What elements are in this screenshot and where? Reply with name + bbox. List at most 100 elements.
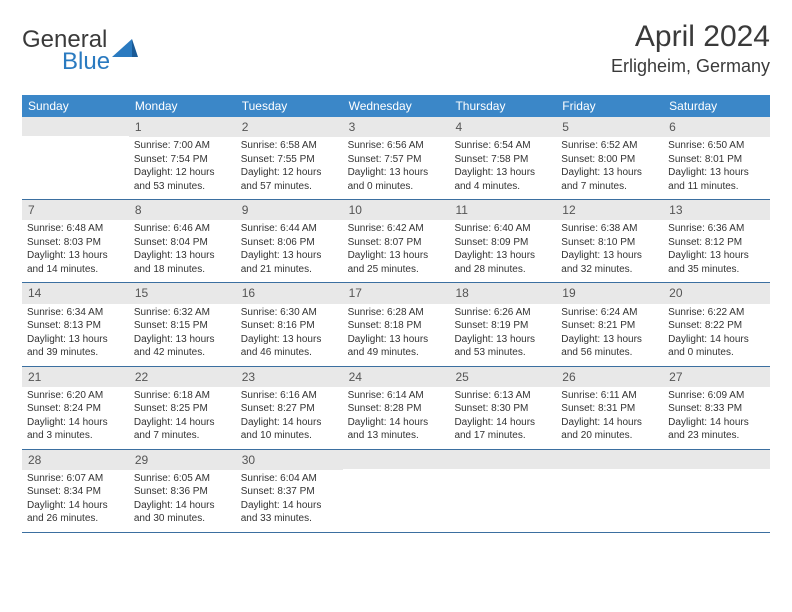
brand-word-2: Blue xyxy=(62,48,110,76)
day-line: and 32 minutes. xyxy=(561,263,658,277)
day-cell: 3Sunrise: 6:56 AMSunset: 7:57 PMDaylight… xyxy=(343,117,450,199)
day-line: Sunrise: 6:07 AM xyxy=(27,472,124,486)
day-cell: 17Sunrise: 6:28 AMSunset: 8:18 PMDayligh… xyxy=(343,283,450,365)
day-number: 14 xyxy=(22,283,129,303)
day-line: Sunrise: 6:52 AM xyxy=(561,139,658,153)
day-line: Daylight: 12 hours xyxy=(241,166,338,180)
day-line: Daylight: 13 hours xyxy=(561,166,658,180)
day-line: Sunset: 8:09 PM xyxy=(454,236,551,250)
day-number: 23 xyxy=(236,367,343,387)
day-line: Daylight: 13 hours xyxy=(134,333,231,347)
day-line: Sunrise: 7:00 AM xyxy=(134,139,231,153)
day-body xyxy=(449,469,556,477)
day-line: and 28 minutes. xyxy=(454,263,551,277)
day-cell: 12Sunrise: 6:38 AMSunset: 8:10 PMDayligh… xyxy=(556,200,663,282)
day-body: Sunrise: 6:40 AMSunset: 8:09 PMDaylight:… xyxy=(449,220,556,282)
day-line: and 13 minutes. xyxy=(348,429,445,443)
day-line: and 11 minutes. xyxy=(668,180,765,194)
day-line: Daylight: 13 hours xyxy=(241,249,338,263)
day-line: Sunrise: 6:30 AM xyxy=(241,306,338,320)
day-line: and 23 minutes. xyxy=(668,429,765,443)
day-line: Sunrise: 6:05 AM xyxy=(134,472,231,486)
day-body xyxy=(663,469,770,477)
day-body: Sunrise: 6:32 AMSunset: 8:15 PMDaylight:… xyxy=(129,304,236,366)
calendar-page: GeneralBlue April 2024 Erligheim, German… xyxy=(0,0,792,543)
day-line: and 18 minutes. xyxy=(134,263,231,277)
brand-triangle-icon xyxy=(112,39,138,64)
day-line: Sunset: 8:00 PM xyxy=(561,153,658,167)
day-body: Sunrise: 6:11 AMSunset: 8:31 PMDaylight:… xyxy=(556,387,663,449)
brand-logo: GeneralBlue xyxy=(22,26,138,76)
day-line: and 10 minutes. xyxy=(241,429,338,443)
day-line: Daylight: 13 hours xyxy=(241,333,338,347)
day-line: Daylight: 14 hours xyxy=(27,416,124,430)
day-line: and 17 minutes. xyxy=(454,429,551,443)
day-cell xyxy=(343,450,450,532)
day-line: Sunset: 8:30 PM xyxy=(454,402,551,416)
day-cell: 27Sunrise: 6:09 AMSunset: 8:33 PMDayligh… xyxy=(663,367,770,449)
day-cell: 2Sunrise: 6:58 AMSunset: 7:55 PMDaylight… xyxy=(236,117,343,199)
week-row: 14Sunrise: 6:34 AMSunset: 8:13 PMDayligh… xyxy=(22,283,770,366)
day-cell xyxy=(663,450,770,532)
day-cell: 5Sunrise: 6:52 AMSunset: 8:00 PMDaylight… xyxy=(556,117,663,199)
day-number: 16 xyxy=(236,283,343,303)
day-line: and 0 minutes. xyxy=(668,346,765,360)
day-line: Daylight: 13 hours xyxy=(134,249,231,263)
day-line: Sunrise: 6:24 AM xyxy=(561,306,658,320)
day-line: and 26 minutes. xyxy=(27,512,124,526)
weekday-header: Monday xyxy=(129,95,236,117)
day-number: 17 xyxy=(343,283,450,303)
day-cell: 25Sunrise: 6:13 AMSunset: 8:30 PMDayligh… xyxy=(449,367,556,449)
day-line: and 57 minutes. xyxy=(241,180,338,194)
day-line: Sunset: 8:21 PM xyxy=(561,319,658,333)
day-cell xyxy=(22,117,129,199)
day-body: Sunrise: 6:26 AMSunset: 8:19 PMDaylight:… xyxy=(449,304,556,366)
day-line: Daylight: 14 hours xyxy=(27,499,124,513)
day-line: and 53 minutes. xyxy=(454,346,551,360)
day-number: 6 xyxy=(663,117,770,137)
brand-text: GeneralBlue xyxy=(22,26,110,76)
day-cell: 14Sunrise: 6:34 AMSunset: 8:13 PMDayligh… xyxy=(22,283,129,365)
day-line: and 7 minutes. xyxy=(134,429,231,443)
day-body: Sunrise: 6:52 AMSunset: 8:00 PMDaylight:… xyxy=(556,137,663,199)
day-line: Sunrise: 6:40 AM xyxy=(454,222,551,236)
day-cell: 6Sunrise: 6:50 AMSunset: 8:01 PMDaylight… xyxy=(663,117,770,199)
month-title: April 2024 xyxy=(611,20,770,54)
day-line: Sunset: 8:06 PM xyxy=(241,236,338,250)
day-line: and 46 minutes. xyxy=(241,346,338,360)
day-line: and 25 minutes. xyxy=(348,263,445,277)
day-line: Sunrise: 6:42 AM xyxy=(348,222,445,236)
day-body: Sunrise: 6:48 AMSunset: 8:03 PMDaylight:… xyxy=(22,220,129,282)
day-line: Daylight: 13 hours xyxy=(348,249,445,263)
day-number: 26 xyxy=(556,367,663,387)
day-number xyxy=(449,450,556,469)
location-label: Erligheim, Germany xyxy=(611,56,770,77)
weekday-header-row: Sunday Monday Tuesday Wednesday Thursday… xyxy=(22,95,770,117)
day-number: 18 xyxy=(449,283,556,303)
day-number xyxy=(22,117,129,136)
day-number: 21 xyxy=(22,367,129,387)
day-number: 5 xyxy=(556,117,663,137)
day-body: Sunrise: 6:18 AMSunset: 8:25 PMDaylight:… xyxy=(129,387,236,449)
day-number: 2 xyxy=(236,117,343,137)
weekday-header: Tuesday xyxy=(236,95,343,117)
day-body: Sunrise: 6:58 AMSunset: 7:55 PMDaylight:… xyxy=(236,137,343,199)
day-body: Sunrise: 6:05 AMSunset: 8:36 PMDaylight:… xyxy=(129,470,236,532)
day-line: Daylight: 14 hours xyxy=(134,416,231,430)
day-line: and 35 minutes. xyxy=(668,263,765,277)
day-line: Sunset: 8:18 PM xyxy=(348,319,445,333)
day-cell: 20Sunrise: 6:22 AMSunset: 8:22 PMDayligh… xyxy=(663,283,770,365)
day-cell: 30Sunrise: 6:04 AMSunset: 8:37 PMDayligh… xyxy=(236,450,343,532)
day-line: Sunrise: 6:11 AM xyxy=(561,389,658,403)
day-line: Sunset: 8:10 PM xyxy=(561,236,658,250)
day-body: Sunrise: 6:24 AMSunset: 8:21 PMDaylight:… xyxy=(556,304,663,366)
day-line: Sunset: 8:37 PM xyxy=(241,485,338,499)
day-line: and 7 minutes. xyxy=(561,180,658,194)
day-line: and 20 minutes. xyxy=(561,429,658,443)
day-number: 1 xyxy=(129,117,236,137)
day-number: 15 xyxy=(129,283,236,303)
day-body: Sunrise: 7:00 AMSunset: 7:54 PMDaylight:… xyxy=(129,137,236,199)
day-line: Daylight: 13 hours xyxy=(668,166,765,180)
week-row: 1Sunrise: 7:00 AMSunset: 7:54 PMDaylight… xyxy=(22,117,770,200)
day-line: Sunrise: 6:26 AM xyxy=(454,306,551,320)
